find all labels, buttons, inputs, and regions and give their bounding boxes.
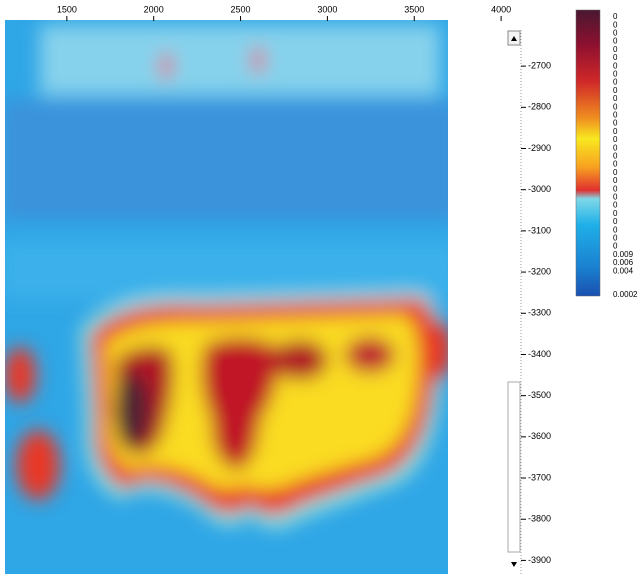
heatmap [5, 20, 448, 574]
y-tick-label: -3900 [528, 555, 551, 565]
colorbar-label: 0 [613, 201, 618, 210]
x-tick-label: 2500 [231, 4, 251, 14]
y-tick-label: -2900 [528, 143, 551, 153]
colorbar-label: 0 [613, 61, 618, 70]
colorbar-label: 0 [613, 53, 618, 62]
colorbar-label: 0 [613, 143, 618, 152]
colorbar [575, 9, 601, 297]
colorbar-label: 0.006 [613, 258, 634, 267]
y-tick-label: -3500 [528, 390, 551, 400]
colorbar-label: 0 [613, 209, 618, 218]
colorbar-label: 0 [613, 20, 618, 29]
arrow-icon [511, 36, 517, 41]
y-tick-label: -3700 [528, 472, 551, 482]
y-tick-label: -2800 [528, 102, 551, 112]
colorbar-label: 0 [613, 225, 618, 234]
colorbar-label: 0 [613, 29, 618, 38]
colorbar-label: 0 [613, 111, 618, 120]
colorbar-label: 0 [613, 160, 618, 169]
colorbar-label: 0.004 [613, 266, 634, 275]
colorbar-label: 0.0002 [613, 290, 638, 299]
colorbar-label: 0 [613, 86, 618, 95]
colorbar-label: 0 [613, 152, 618, 161]
y-tick-label: -3200 [528, 266, 551, 276]
slider[interactable] [507, 381, 521, 553]
colorbar-label: 0 [613, 176, 618, 185]
colorbar-label: 0 [613, 78, 618, 87]
colorbar-label: 0 [613, 127, 618, 136]
y-tick-label: -3100 [528, 225, 551, 235]
colorbar-label: 0 [613, 217, 618, 226]
colorbar-label: 0 [613, 102, 618, 111]
x-tick-label: 2000 [144, 4, 164, 14]
colorbar-label: 0 [613, 12, 618, 21]
x-tick-label: 4000 [491, 4, 511, 14]
y-tick-label: -2700 [528, 61, 551, 71]
x-tick-label: 1500 [57, 4, 77, 14]
y-tick-label: -3000 [528, 184, 551, 194]
colorbar-label: 0 [613, 119, 618, 128]
colorbar-label: 0 [613, 70, 618, 79]
colorbar-label: 0 [613, 184, 618, 193]
x-tick-label: 3500 [404, 4, 424, 14]
colorbar-label: 0.009 [613, 250, 634, 259]
colorbar-label: 0 [613, 94, 618, 103]
colorbar-label: 0 [613, 168, 618, 177]
colorbar-label: 0 [613, 234, 618, 243]
colorbar-label: 0 [613, 37, 618, 46]
y-tick-label: -3400 [528, 349, 551, 359]
colorbar-label: 0 [613, 242, 618, 251]
scroll-down[interactable] [511, 562, 517, 567]
y-tick-label: -3600 [528, 431, 551, 441]
colorbar-label: 0 [613, 193, 618, 202]
colorbar-label: 0 [613, 45, 618, 54]
colorbar-label: 0 [613, 135, 618, 144]
x-tick-label: 3000 [317, 4, 337, 14]
y-tick-label: -3800 [528, 514, 551, 524]
y-tick-label: -3300 [528, 308, 551, 318]
